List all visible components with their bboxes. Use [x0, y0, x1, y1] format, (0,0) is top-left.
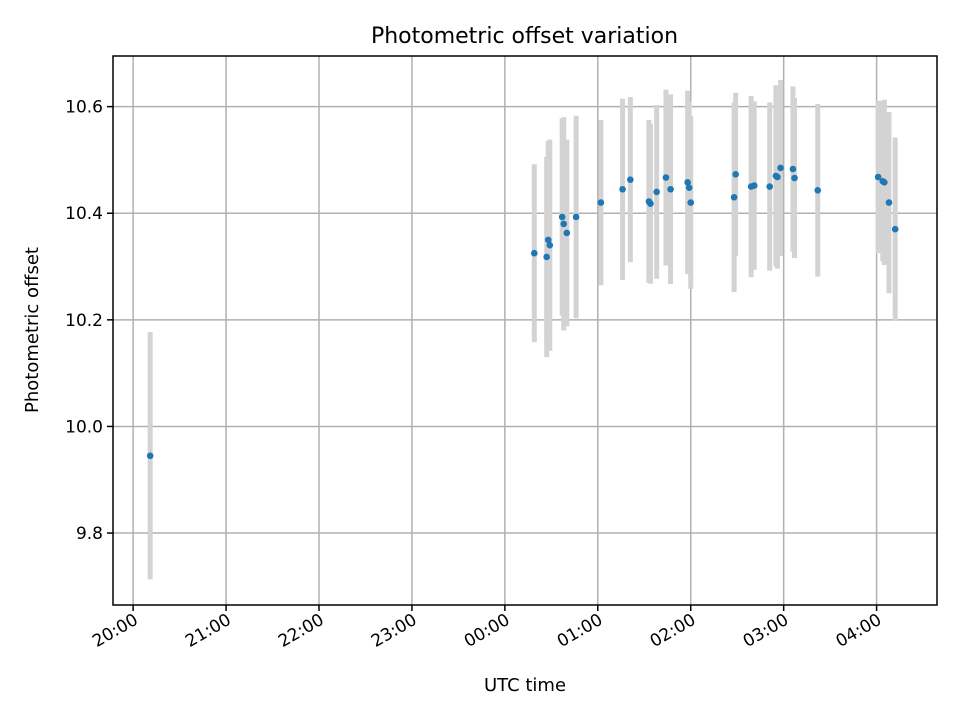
data-point: [558, 213, 566, 221]
data-point: [885, 199, 893, 206]
data-points: [146, 164, 899, 460]
chart-title: Photometric offset variation: [371, 24, 678, 49]
x-tick-label: 20:00: [89, 610, 141, 652]
x-tick-label: 03:00: [740, 610, 792, 652]
y-tick-label: 10.2: [65, 311, 103, 331]
x-tick-label: 02:00: [647, 610, 699, 652]
data-point: [647, 200, 654, 207]
data-point: [685, 184, 693, 191]
data-point: [597, 199, 605, 206]
data-point: [560, 220, 568, 228]
data-point: [627, 176, 634, 183]
data-point: [544, 236, 552, 244]
x-axis-label: UTC time: [484, 675, 566, 696]
data-point: [619, 185, 626, 193]
y-tick-label: 10.6: [65, 98, 103, 118]
data-point: [791, 174, 798, 182]
x-tick-label: 21:00: [182, 610, 234, 652]
data-point: [777, 164, 784, 172]
data-point: [891, 225, 899, 233]
y-axis-label: Photometric offset: [22, 247, 43, 413]
data-point: [653, 188, 660, 196]
data-point: [684, 179, 691, 186]
data-point: [563, 229, 571, 237]
data-point: [874, 173, 882, 181]
plot-frame: [112, 55, 938, 606]
data-point: [572, 213, 580, 221]
x-axis-ticks: 20:00 21:00 22:00 23:00 00:00 01:00 02:00 03:00…: [89, 605, 885, 652]
data-point: [667, 185, 674, 193]
data-point: [662, 174, 670, 181]
x-tick-label: 22:00: [275, 610, 327, 652]
data-point: [687, 199, 695, 206]
x-tick-label: 00:00: [461, 610, 513, 652]
y-tick-label: 10.4: [65, 204, 103, 224]
x-tick-label: 01:00: [554, 610, 606, 652]
data-point: [530, 249, 538, 257]
y-tick-label: 10.0: [65, 417, 103, 437]
data-point: [146, 452, 154, 460]
grid-lines: [113, 56, 937, 605]
x-tick-label: 23:00: [368, 610, 420, 652]
data-point: [546, 241, 554, 249]
data-point: [766, 183, 774, 190]
data-point: [814, 187, 822, 194]
data-point: [543, 253, 550, 261]
data-point: [750, 182, 758, 189]
data-point: [789, 165, 797, 173]
y-axis-ticks: 9.8 10.0 10.2 10.4 10.6: [65, 98, 113, 544]
data-point: [881, 179, 888, 186]
x-tick-label: 04:00: [833, 610, 885, 652]
data-point: [774, 173, 781, 181]
data-point: [730, 193, 738, 201]
data-point: [732, 171, 739, 178]
y-tick-label: 9.8: [76, 524, 103, 544]
